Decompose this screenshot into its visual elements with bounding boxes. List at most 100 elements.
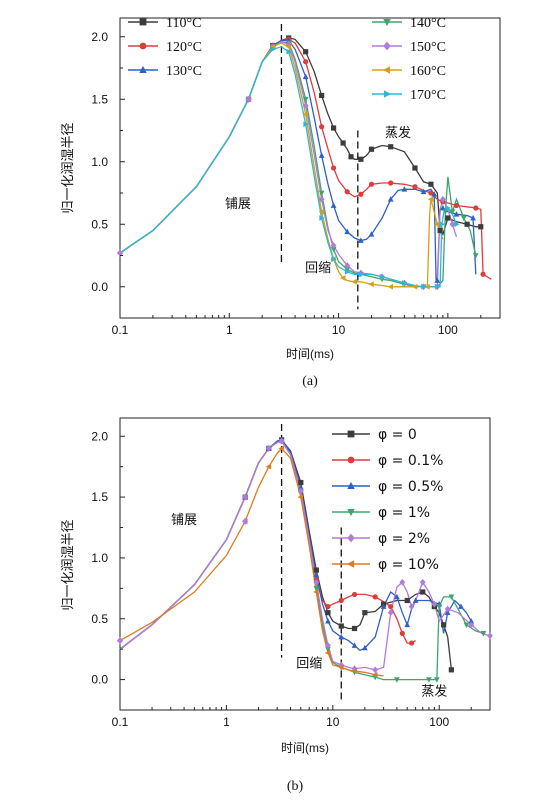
data-point xyxy=(265,463,272,470)
data-point xyxy=(302,102,309,109)
vline-layer xyxy=(280,24,359,310)
data-point xyxy=(399,630,405,636)
legend-marker xyxy=(139,65,147,74)
data-point xyxy=(344,189,350,195)
data-point xyxy=(325,603,331,610)
legend-marker xyxy=(382,66,391,74)
data-point xyxy=(358,191,364,197)
x-tick-label: 100 xyxy=(429,715,449,729)
legend-label: φ = 0 xyxy=(378,427,417,443)
data-point xyxy=(348,154,354,160)
data-point xyxy=(303,59,309,65)
data-point xyxy=(372,671,378,678)
data-point xyxy=(394,593,400,600)
data-point xyxy=(313,589,319,595)
data-point xyxy=(265,445,272,452)
data-point xyxy=(351,642,358,648)
data-point xyxy=(424,283,430,290)
data-point xyxy=(434,277,441,283)
data-point xyxy=(278,437,285,445)
data-point xyxy=(436,604,443,610)
data-point xyxy=(368,146,375,152)
legend-label: φ = 10% xyxy=(378,557,439,573)
data-point xyxy=(116,637,124,645)
data-point xyxy=(313,578,320,586)
y-axis-label: 归一化润湿半径 xyxy=(61,122,76,213)
data-point xyxy=(344,262,351,269)
legend-label: 110°C xyxy=(166,16,201,31)
data-point xyxy=(427,196,434,203)
data-point xyxy=(399,578,406,586)
x-axis-label: 时间(ms) xyxy=(281,741,329,755)
data-point xyxy=(278,445,284,452)
data-point xyxy=(404,621,411,628)
data-point xyxy=(340,140,346,146)
data-point xyxy=(470,214,476,221)
data-point xyxy=(302,73,309,80)
x-tick-label: 10 xyxy=(326,715,340,729)
legend-marker xyxy=(347,481,355,490)
data-point xyxy=(444,605,451,613)
data-point xyxy=(313,571,320,578)
series-line xyxy=(119,46,458,288)
data-point xyxy=(480,631,487,637)
data-point xyxy=(116,249,124,257)
legend-label: 140°C xyxy=(410,16,446,31)
data-point xyxy=(303,121,309,128)
data-point xyxy=(426,677,432,683)
y-tick-label: 1.0 xyxy=(91,551,108,565)
legend-marker xyxy=(139,18,147,26)
data-point xyxy=(439,204,446,211)
data-point xyxy=(331,256,337,263)
data-point xyxy=(297,484,304,490)
legend-label: φ = 2% xyxy=(378,531,430,547)
data-point xyxy=(344,268,351,275)
data-point xyxy=(325,642,331,649)
x-tick-label: 1 xyxy=(223,715,230,729)
data-point xyxy=(409,640,415,646)
data-point xyxy=(428,181,434,187)
phase-annotation: 铺展 xyxy=(171,513,197,528)
series-line xyxy=(119,440,416,650)
data-point xyxy=(318,195,325,203)
legend-label: 130°C xyxy=(166,64,202,79)
plot-frame xyxy=(119,17,501,319)
data-point xyxy=(351,278,357,285)
data-point xyxy=(344,228,351,235)
data-point xyxy=(325,618,331,624)
data-point xyxy=(330,202,337,208)
axis-layer: 0.1 1 10 100 0.0 0.5 1.0 1.5 2.0 xyxy=(91,429,491,729)
y-tick-label: 0.0 xyxy=(91,280,108,294)
legend-marker xyxy=(383,18,391,27)
data-point xyxy=(338,633,345,640)
vline-layer xyxy=(280,424,342,702)
data-point xyxy=(372,666,379,674)
legend-label: 170°C xyxy=(410,88,446,103)
legend-marker xyxy=(347,430,355,438)
data-point xyxy=(408,603,415,610)
data-point xyxy=(318,152,325,158)
data-point xyxy=(463,622,470,628)
data-point xyxy=(394,677,400,683)
legend-marker xyxy=(139,42,147,50)
series-layer xyxy=(116,436,493,683)
data-point xyxy=(420,188,427,195)
data-point xyxy=(351,668,357,674)
data-point xyxy=(379,273,386,280)
data-point xyxy=(388,180,394,186)
data-point xyxy=(313,585,320,592)
data-point xyxy=(441,622,447,628)
data-point xyxy=(351,591,358,598)
y-tick-label: 0.5 xyxy=(91,612,108,626)
data-point xyxy=(325,646,331,653)
data-point xyxy=(431,600,438,608)
data-point xyxy=(404,597,410,604)
y-tick-label: 2.0 xyxy=(91,30,108,44)
data-point xyxy=(388,144,394,150)
data-point xyxy=(338,623,344,629)
x-tick-label: 10 xyxy=(332,323,346,337)
